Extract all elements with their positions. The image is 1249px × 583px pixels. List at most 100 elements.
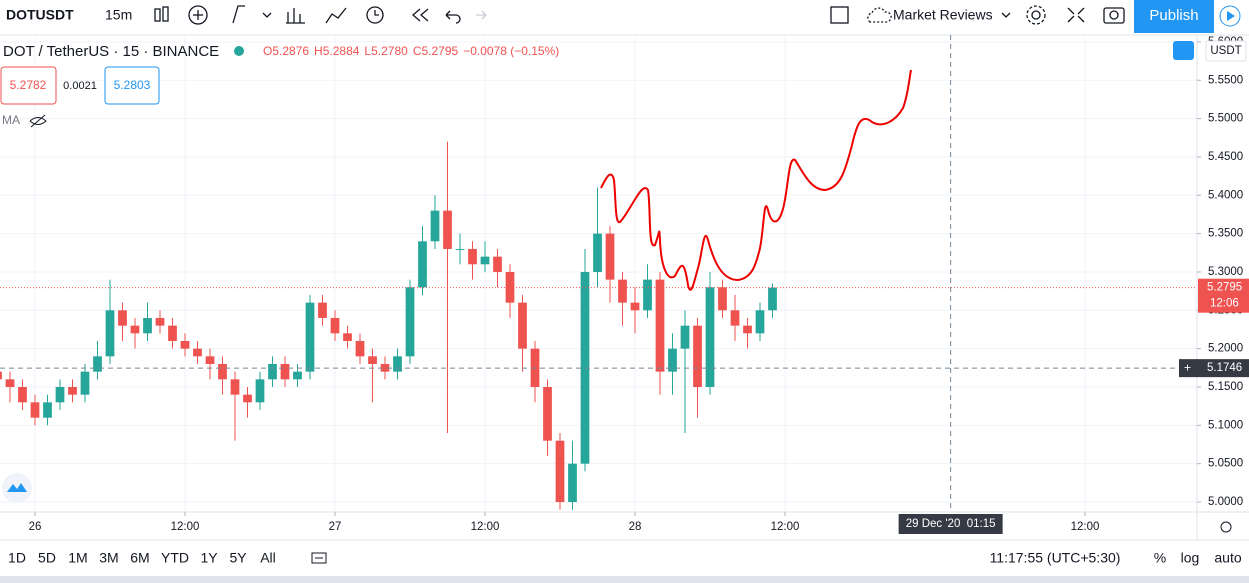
countdown: 12:06 xyxy=(1210,298,1239,310)
candle-body xyxy=(130,325,140,334)
candle-body xyxy=(568,463,577,503)
currency: USDT xyxy=(1210,45,1241,57)
range-button[interactable]: 5Y xyxy=(229,550,247,566)
y-tick-label: 5.3500 xyxy=(1208,228,1243,240)
candle-body xyxy=(555,440,565,503)
candle-body xyxy=(343,333,352,341)
publish-button[interactable]: Publish xyxy=(1149,7,1198,24)
legend-ohlc: O5.2876 H5.2884 L5.2780 C5.2795 −0.0078 (−0.… xyxy=(263,44,559,58)
candle-body xyxy=(18,386,27,403)
symbol-button[interactable]: DOTUSDT xyxy=(6,7,74,23)
crosshair-y-label: 5.1746 xyxy=(1207,362,1242,374)
candle-body xyxy=(368,356,377,364)
candle-body xyxy=(30,402,40,418)
x-tick-label: 26 xyxy=(29,521,42,533)
last-price-box xyxy=(1198,278,1249,313)
layout-button[interactable]: Market Reviews xyxy=(893,7,993,23)
candle-body xyxy=(418,241,427,288)
x-tick-label: 12:00 xyxy=(1071,521,1100,533)
buy-button-bg[interactable] xyxy=(104,66,160,105)
logo-button[interactable] xyxy=(2,473,32,503)
sync-button[interactable] xyxy=(1173,41,1194,60)
candle-body xyxy=(230,379,240,395)
candle-body xyxy=(118,310,127,326)
candle-body xyxy=(393,356,402,372)
candle-body xyxy=(180,340,190,349)
crosshair-plus: + xyxy=(1184,360,1191,374)
spread: 0.0021 xyxy=(63,80,97,92)
y-tick-label: 5.1000 xyxy=(1208,419,1243,431)
candle-body xyxy=(718,287,727,311)
candle-body xyxy=(480,256,490,265)
candle-body xyxy=(43,402,52,418)
candle-body xyxy=(630,302,640,311)
candle-body xyxy=(430,210,440,242)
settings-icon[interactable] xyxy=(1220,521,1232,533)
range-button[interactable]: YTD xyxy=(161,550,189,566)
range-button[interactable]: 3M xyxy=(99,550,118,566)
crosshair-x-label: 29 Dec '20 01:15 xyxy=(906,518,996,530)
sell-button-bg[interactable] xyxy=(0,66,57,105)
candle-body xyxy=(155,317,165,326)
y-tick-label: 5.4500 xyxy=(1208,151,1243,163)
range-button[interactable]: 1Y xyxy=(200,550,218,566)
ohlc-value: C5.2795 xyxy=(413,44,459,58)
range-button[interactable]: 1D xyxy=(8,550,26,566)
interval-button[interactable]: 15m xyxy=(105,7,132,23)
candle-body xyxy=(705,287,715,387)
candle-body xyxy=(768,287,777,311)
currency-box xyxy=(1205,40,1247,62)
candle-body xyxy=(380,363,390,372)
crosshair-x-box xyxy=(898,514,1003,534)
replay-icon[interactable] xyxy=(1219,5,1241,27)
x-tick-label: 28 xyxy=(629,521,642,533)
candle-body xyxy=(605,233,615,280)
replay-icon xyxy=(1227,11,1235,21)
range-buttons: 1D 5D 1M 3M 6M YTD 1Y 5Y All xyxy=(8,550,276,566)
range-button[interactable]: 5D xyxy=(38,550,56,566)
candle-body xyxy=(255,379,265,403)
y-tick-label: 5.0500 xyxy=(1208,458,1243,470)
x-tick-label: 12:00 xyxy=(171,521,200,533)
date-range-icon[interactable] xyxy=(311,552,327,564)
candle-body xyxy=(355,340,365,357)
candle-body xyxy=(93,356,102,372)
clock: 11:17:55 (UTC+5:30) xyxy=(990,550,1121,566)
sell-price[interactable]: 5.2782 xyxy=(10,78,47,92)
percent-toggle[interactable]: % xyxy=(1154,550,1166,566)
indicator-label: MA xyxy=(2,113,20,127)
hide-icon[interactable] xyxy=(29,114,47,128)
range-button[interactable]: 1M xyxy=(68,550,87,566)
y-tick-label: 5.5500 xyxy=(1208,74,1243,86)
candle-body xyxy=(468,248,477,265)
legend-title: DOT / TetherUS · 15 · BINANCE xyxy=(3,43,219,60)
range-button[interactable]: 6M xyxy=(130,550,149,566)
candle-body xyxy=(55,386,65,403)
candle-body xyxy=(455,248,465,250)
publish-button-bg[interactable] xyxy=(1134,0,1214,33)
y-tick-label: 5.2000 xyxy=(1208,343,1243,355)
crosshair-y-box xyxy=(1179,359,1249,378)
auto-toggle[interactable]: auto xyxy=(1214,550,1241,566)
range-button[interactable]: All xyxy=(260,550,276,566)
log-toggle[interactable]: log xyxy=(1181,550,1200,566)
candle-body xyxy=(205,356,215,364)
scrollbar xyxy=(0,576,1249,583)
candle-body xyxy=(643,279,652,311)
candle-body xyxy=(0,371,2,380)
toolbar-icons[interactable] xyxy=(154,5,1125,25)
buy-price[interactable]: 5.2803 xyxy=(114,78,151,92)
ohlc-value: H5.2884 xyxy=(314,44,360,58)
last-price-label: 5.2795 xyxy=(1207,282,1242,294)
candle-body xyxy=(618,279,627,303)
y-tick-label: 5.0000 xyxy=(1208,496,1243,508)
freehand-drawing[interactable] xyxy=(600,69,912,291)
market-status xyxy=(234,46,244,56)
candle-body xyxy=(105,310,115,357)
candle-body xyxy=(168,325,177,341)
legend: DOT / TetherUS · 15 · BINANCE O5.2876 H5.… xyxy=(0,41,1194,503)
y-tick-label: 5.4000 xyxy=(1208,189,1243,201)
candle-body xyxy=(68,386,77,395)
y-tick-label: 5.1500 xyxy=(1208,381,1243,393)
